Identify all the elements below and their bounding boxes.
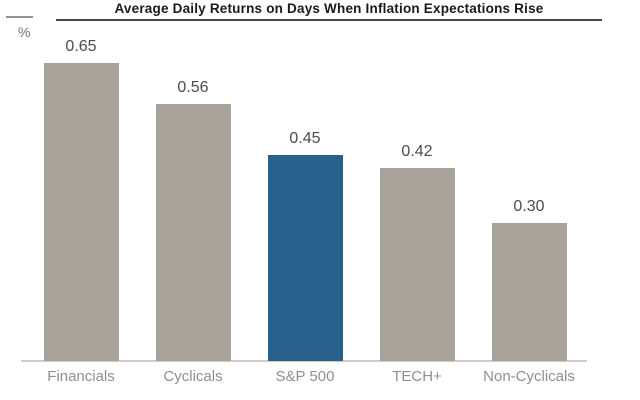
- bar-financials: [43, 63, 119, 361]
- category-label-financials: Financials: [47, 368, 115, 385]
- y-axis-unit-label: %: [18, 24, 31, 40]
- top-left-rule: [6, 16, 33, 18]
- category-label-non-cyclicals: Non-Cyclicals: [483, 368, 575, 385]
- category-label-cyclicals: Cyclicals: [163, 368, 223, 385]
- category-label-tech: TECH+: [392, 368, 442, 385]
- value-label-cyclicals: 0.56: [177, 79, 209, 96]
- value-label-non-cyclicals: 0.30: [513, 198, 545, 215]
- value-label-tech: 0.42: [401, 143, 433, 160]
- x-axis-line: [21, 360, 587, 362]
- value-label-financials: 0.65: [65, 38, 97, 55]
- category-label-s-p-500: S&P 500: [275, 368, 335, 385]
- bar-non-cyclicals: [491, 223, 567, 361]
- value-label-s-p-500: 0.45: [289, 130, 321, 147]
- bar-s-p-500: [267, 155, 343, 361]
- chart-title: Average Daily Returns on Days When Infla…: [56, 0, 602, 21]
- bar-tech: [379, 168, 455, 361]
- bar-cyclicals: [155, 104, 231, 361]
